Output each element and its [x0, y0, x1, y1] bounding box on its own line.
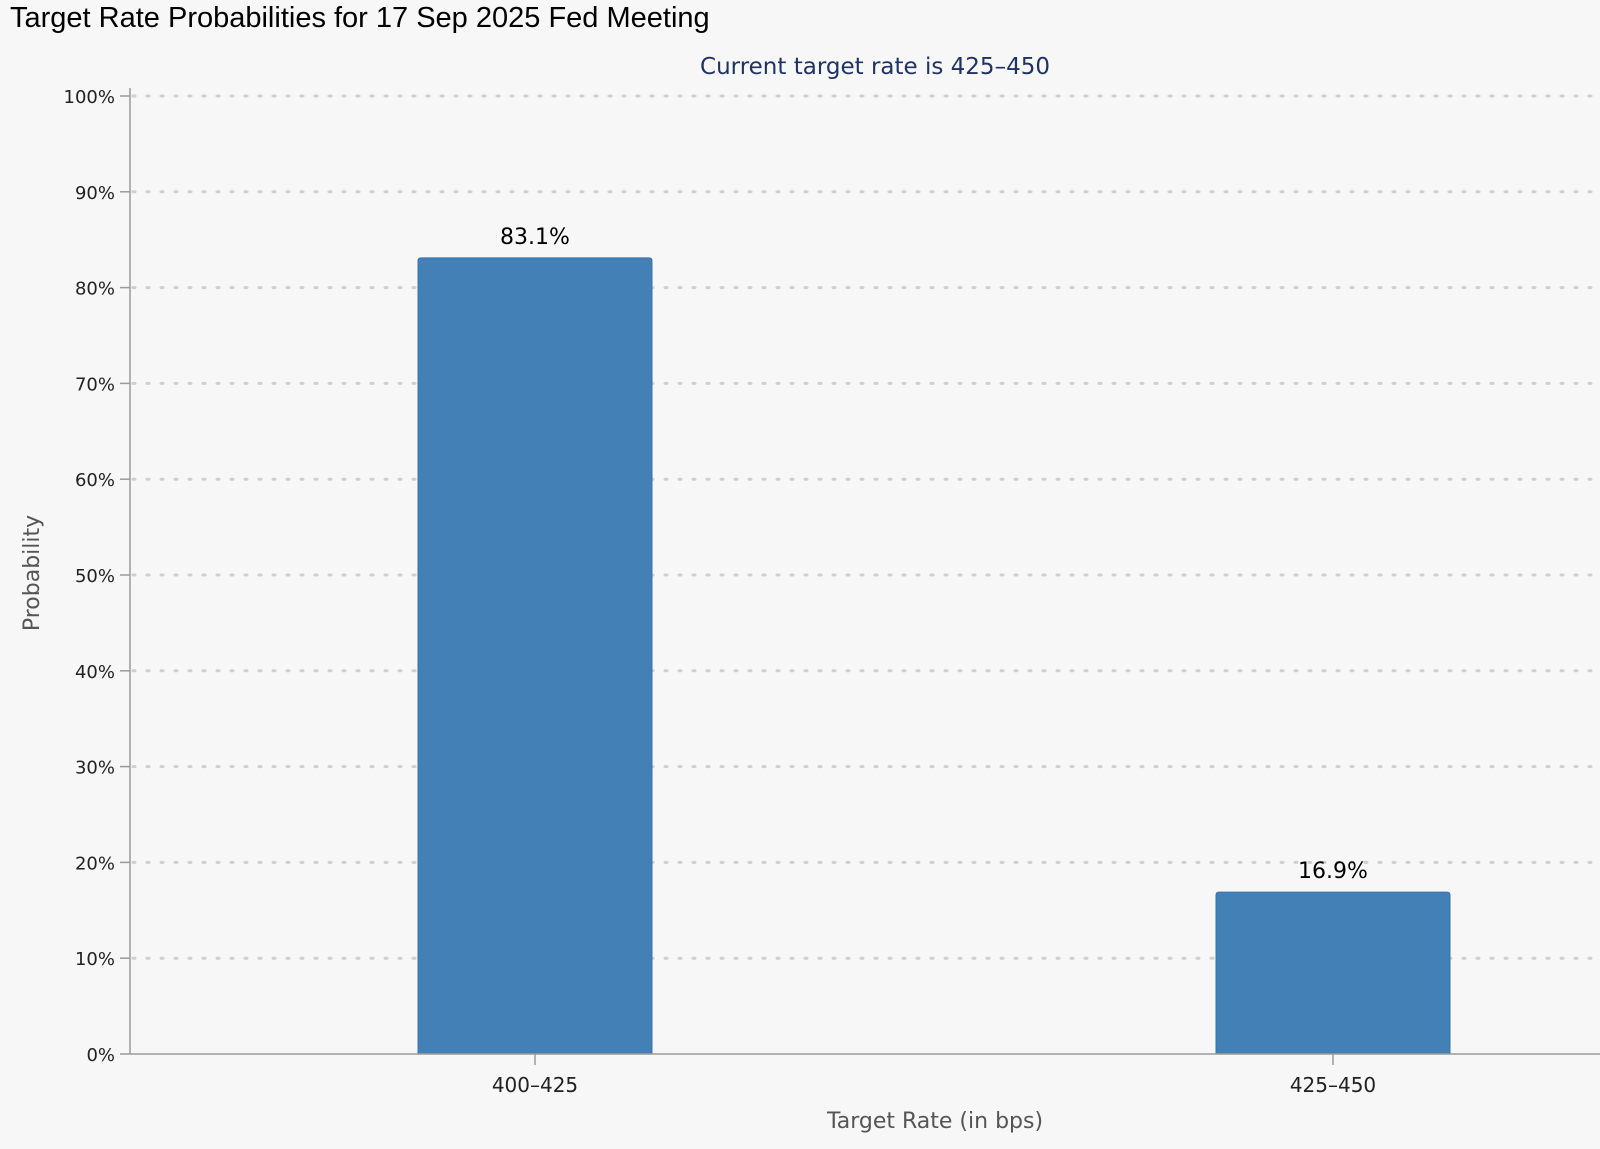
y-axis-title: Probability: [20, 515, 45, 631]
y-tick-label: 100%: [64, 87, 115, 108]
y-tick-label: 50%: [75, 566, 115, 587]
y-tick-label: 30%: [75, 758, 115, 779]
data-label: 16.9%: [1298, 859, 1368, 884]
y-tick-label: 20%: [75, 853, 115, 874]
data-label: 83.1%: [500, 225, 570, 250]
bar: [417, 257, 653, 1055]
chart-subtitle: Current target rate is 425–450: [700, 54, 1050, 80]
y-tick-label: 70%: [75, 374, 115, 395]
y-tick-label: 0%: [86, 1045, 115, 1066]
y-tick-label: 10%: [75, 949, 115, 970]
bar: [1215, 891, 1451, 1055]
page-title: Target Rate Probabilities for 17 Sep 202…: [10, 2, 710, 34]
x-tick-label: 400–425: [492, 1073, 578, 1097]
y-tick-label: 60%: [75, 470, 115, 491]
y-tick-label: 80%: [75, 279, 115, 300]
x-tick-label: 425–450: [1290, 1073, 1376, 1097]
x-axis-title: Target Rate (in bps): [826, 1109, 1043, 1134]
y-tick-label: 40%: [75, 662, 115, 683]
y-tick-label: 90%: [75, 183, 115, 204]
